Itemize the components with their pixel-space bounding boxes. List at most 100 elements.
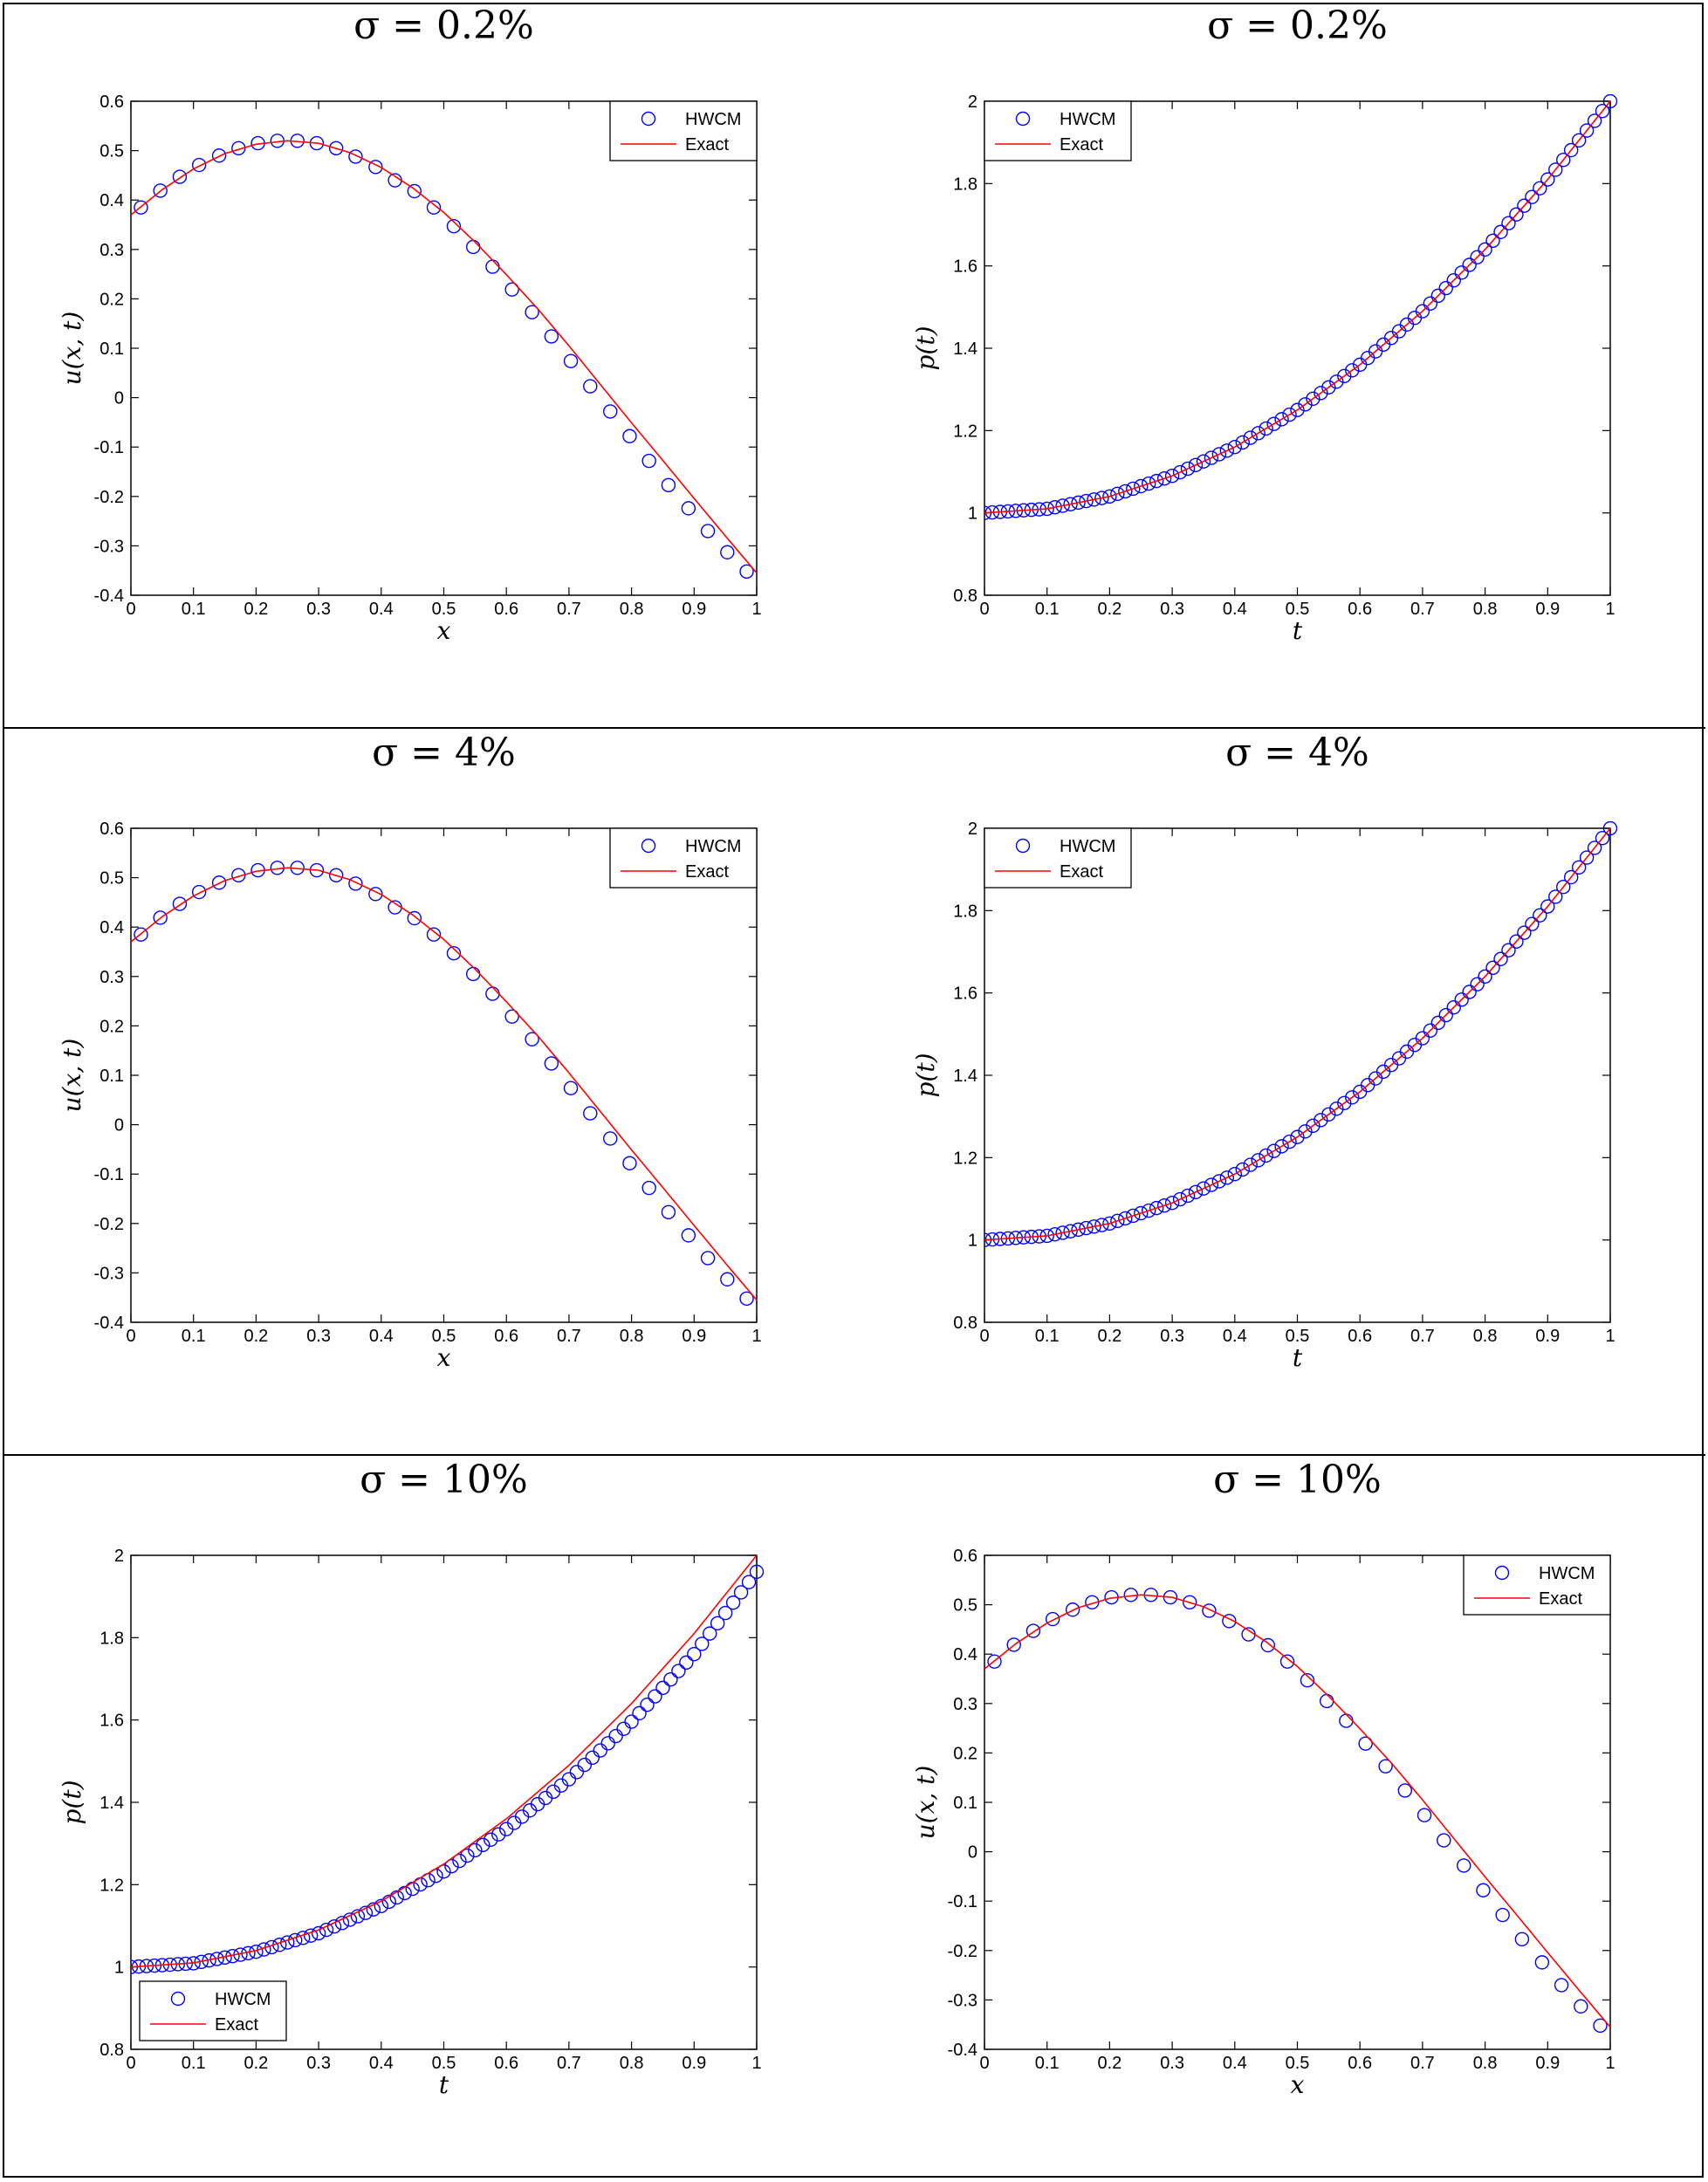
hwcm-marker xyxy=(1071,495,1086,511)
x-tick-label: 0.8 xyxy=(1473,1327,1498,1346)
y-tick-label: 0.2 xyxy=(99,1017,124,1036)
hwcm-marker xyxy=(1047,499,1062,515)
hwcm-marker xyxy=(663,1672,678,1687)
hwcm-marker xyxy=(600,1736,615,1751)
x-tick-label: 0.8 xyxy=(1473,600,1498,619)
hwcm-marker xyxy=(153,183,168,198)
hwcm-marker xyxy=(679,1655,694,1671)
x-tick-label: 0.2 xyxy=(1097,2054,1122,2073)
x-axis-label: x xyxy=(1291,2070,1305,2099)
hwcm-marker xyxy=(311,1925,326,1941)
hwcm-marker xyxy=(1102,1216,1117,1231)
legend-label-exact: Exact xyxy=(1539,1589,1582,1609)
hwcm-marker xyxy=(1423,296,1438,311)
chart-title: σ = 4% xyxy=(1225,731,1369,775)
hwcm-marker xyxy=(577,1757,593,1773)
hwcm-marker xyxy=(1260,1637,1276,1653)
hwcm-marker xyxy=(1227,440,1242,455)
plot-area-box xyxy=(130,100,758,596)
x-tick-label: 0.5 xyxy=(1286,2054,1310,2073)
x-tick-label: 0.1 xyxy=(1035,600,1060,619)
legend-label-hwcm: HWCM xyxy=(685,110,741,129)
y-tick-label: 0.1 xyxy=(953,1794,977,1813)
chart-svg: σ = 10% 0 0.1 0.2 0.3 0.4 0.5 0.6 0.7 0.8 0.9 1 0.8 1… xyxy=(58,1458,764,2099)
legend: HWCM Exact xyxy=(984,827,1132,889)
hwcm-marker xyxy=(739,564,754,580)
hwcm-marker xyxy=(1563,142,1579,158)
legend-marker-hwcm xyxy=(1015,111,1031,127)
hwcm-marker xyxy=(328,868,344,882)
hwcm-marker xyxy=(1063,497,1078,511)
y-tick-label: 0.5 xyxy=(953,1596,977,1616)
x-tick-label: 1 xyxy=(751,600,761,619)
hwcm-marker xyxy=(1251,426,1266,441)
hwcm-marker xyxy=(1306,391,1320,406)
hwcm-marker xyxy=(1454,265,1469,280)
y-tick-label: -0.2 xyxy=(94,488,124,507)
y-tick-label: 0.2 xyxy=(99,290,124,309)
hwcm-marker xyxy=(1501,943,1516,957)
hwcm-marker xyxy=(1180,461,1196,477)
hwcm-marker xyxy=(460,1848,475,1863)
y-tick-label: 2 xyxy=(968,820,977,839)
y-tick-label: -0.1 xyxy=(94,1165,124,1184)
y-tick-label: -0.2 xyxy=(948,1942,977,1961)
hwcm-marker xyxy=(405,1881,420,1897)
y-axis-label: p(t) xyxy=(911,326,940,370)
x-tick-label: 0.6 xyxy=(1348,600,1372,619)
y-tick-label: -0.3 xyxy=(948,1991,977,2010)
legend-label-exact: Exact xyxy=(685,135,729,154)
x-tick-label: 0.5 xyxy=(432,1327,456,1346)
x-axis-label: x xyxy=(437,616,451,645)
hwcm-marker xyxy=(641,1180,656,1196)
hwcm-marker xyxy=(191,157,207,173)
hwcm-marker xyxy=(358,1905,374,1920)
hwcm-marker xyxy=(1071,1222,1086,1238)
y-tick-label: 0 xyxy=(114,389,124,408)
chart-title: σ = 0.2% xyxy=(353,3,534,48)
hwcm-marker xyxy=(1571,860,1587,875)
x-tick-label: 0.9 xyxy=(1535,2054,1560,2073)
hwcm-marker xyxy=(1094,1218,1109,1232)
y-tick-label: 0.3 xyxy=(99,241,124,260)
hwcm-marker xyxy=(741,1575,757,1589)
x-tick-label: 0.7 xyxy=(557,2054,581,2073)
x-tick-label: 0.1 xyxy=(182,1327,206,1346)
y-axis-label: u(x, t) xyxy=(911,1766,940,1840)
hwcm-marker xyxy=(1243,430,1258,445)
x-tick-label: 0.2 xyxy=(244,1327,268,1346)
y-tick-label: 1.2 xyxy=(99,1876,124,1895)
hwcm-marker xyxy=(1462,985,1477,999)
hwcm-marker xyxy=(1509,934,1524,949)
hwcm-marker xyxy=(725,1595,741,1610)
hwcm-marker xyxy=(655,1680,670,1696)
hwcm-marker xyxy=(671,1664,686,1678)
hwcm-marker xyxy=(1196,1181,1211,1196)
hwcm-marker xyxy=(1142,1203,1156,1218)
hwcm-marker xyxy=(987,1654,1002,1669)
hwcm-marker xyxy=(1149,1200,1164,1216)
legend-label-exact: Exact xyxy=(1060,135,1103,154)
hwcm-marker xyxy=(1476,1883,1491,1897)
y-tick-label: 1.6 xyxy=(953,985,977,1004)
hwcm-marker xyxy=(1595,104,1610,119)
hwcm-marker xyxy=(717,1605,733,1621)
exact-line xyxy=(131,1554,758,1968)
hwcm-marker xyxy=(739,1291,754,1307)
legend: HWCM Exact xyxy=(139,1980,287,2041)
legend-box xyxy=(609,100,758,161)
hwcm-marker xyxy=(1290,402,1305,417)
hwcm-marker xyxy=(1222,1614,1237,1629)
hwcm-marker xyxy=(1065,1602,1080,1617)
chart-panel-p-sigma-4: σ = 4% 0 0.1 0.2 0.3 0.4 0.5 0.6 0.7 0.8 0.9 1 0.8 1 1… xyxy=(854,727,1707,1454)
x-tick-label: 0.3 xyxy=(306,600,331,619)
hwcm-marker xyxy=(342,1912,358,1927)
legend-box xyxy=(1463,1554,1611,1616)
hwcm-marker xyxy=(1055,1225,1070,1240)
y-tick-label: -0.3 xyxy=(94,1264,124,1283)
x-tick-label: 0.6 xyxy=(494,2054,518,2073)
hwcm-marker xyxy=(583,1106,598,1121)
hwcm-marker xyxy=(1430,1015,1446,1031)
x-tick-label: 0.8 xyxy=(1473,2054,1498,2073)
hwcm-marker xyxy=(1556,153,1571,168)
